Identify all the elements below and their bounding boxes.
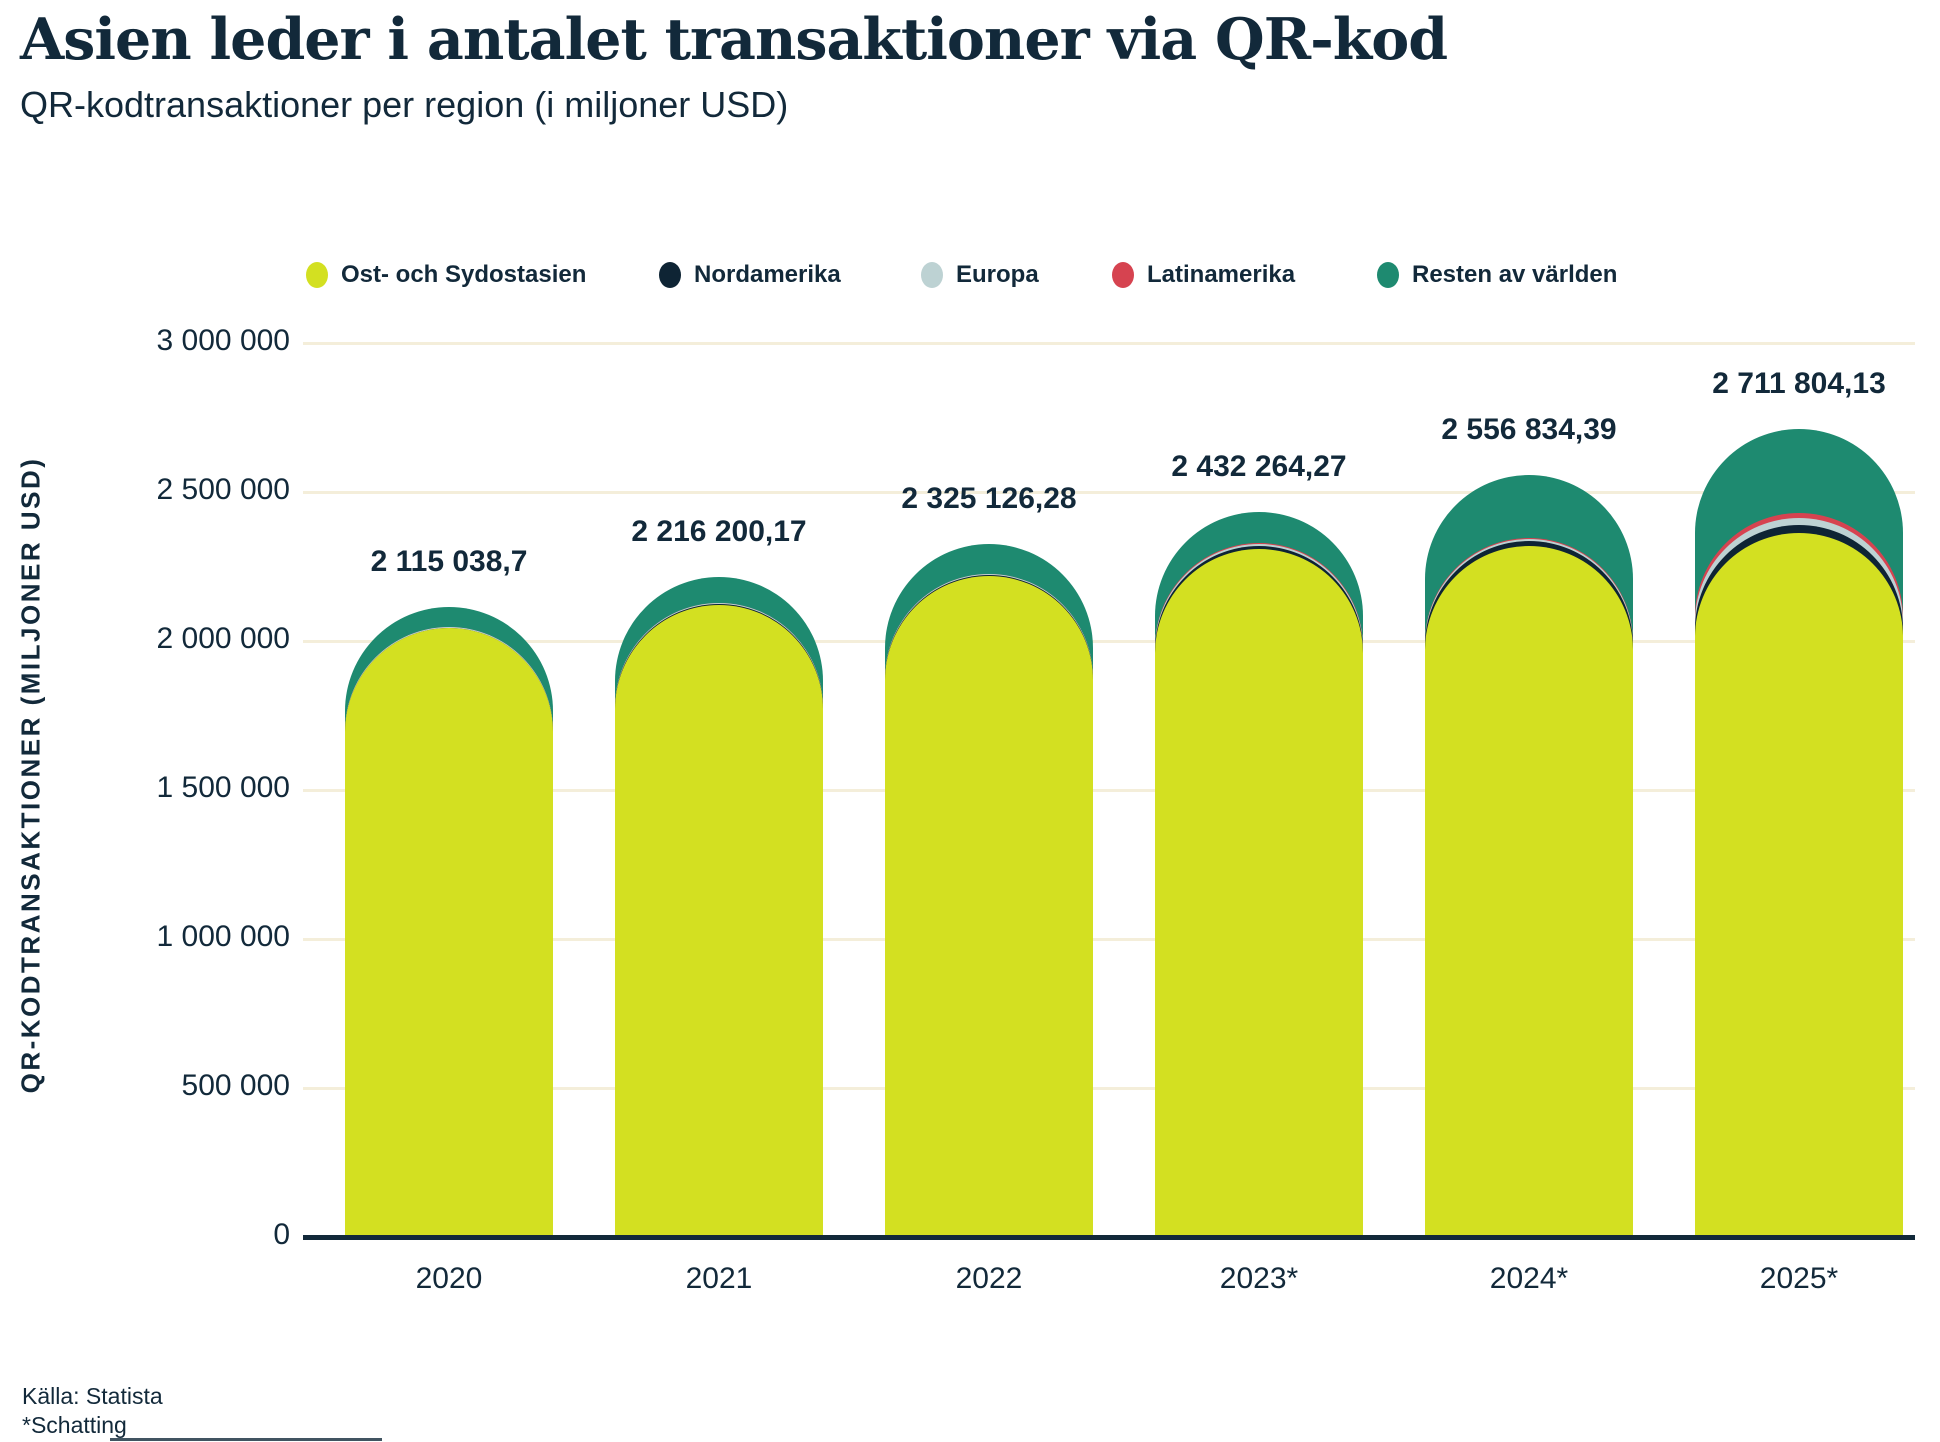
legend-label: Resten av världen: [1412, 261, 1618, 288]
bar-segment-1: [885, 576, 1093, 1237]
page-subtitle: QR-kodtransaktioner per region (i miljon…: [20, 84, 789, 125]
bar-total-label: 2 325 126,28: [901, 482, 1077, 516]
bar-segment-1: [615, 604, 823, 1237]
legend-swatch: [921, 262, 943, 288]
source-line: Källa: Statista: [22, 1383, 163, 1409]
x-axis-line: [303, 1235, 1915, 1240]
source-note: Källa: Statista *Schatting: [22, 1382, 163, 1440]
footnote-line: *Schatting: [22, 1412, 127, 1438]
bottom-crop-line: [110, 1438, 382, 1441]
gridline: [303, 341, 1915, 345]
bar-total-label: 2 556 834,39: [1441, 413, 1617, 447]
legend-item: Resten av världen: [1377, 260, 1617, 290]
x-tick-label: 2021: [685, 1262, 753, 1295]
y-tick-label: 0: [273, 1218, 290, 1251]
bar-total-label: 2 115 038,7: [370, 544, 528, 578]
bar-segment-1: [1425, 545, 1633, 1237]
legend-item: Nordamerika: [659, 260, 841, 290]
legend-item: Europa: [921, 260, 1039, 290]
x-tick-label: 2020: [415, 1262, 483, 1295]
bar-total-label: 2 432 264,27: [1171, 450, 1347, 484]
legend-swatch: [306, 262, 328, 288]
bar-total-label: 2 216 200,17: [631, 514, 807, 548]
legend-label: Europa: [956, 261, 1039, 288]
legend-swatch: [659, 262, 681, 288]
x-tick-label: 2024*: [1489, 1262, 1569, 1295]
legend-item: Latinamerika: [1112, 260, 1295, 290]
legend-swatch: [1377, 262, 1399, 288]
gridline: [303, 937, 1915, 941]
x-tick-label: 2025*: [1759, 1262, 1839, 1295]
page-title: Asien leder i antalet transaktioner via …: [20, 6, 1448, 73]
legend-label: Latinamerika: [1147, 261, 1296, 288]
x-tick-label: 2023*: [1219, 1262, 1299, 1295]
y-tick-label: 1 000 000: [156, 920, 290, 953]
bar-segment-1: [1155, 548, 1363, 1237]
y-axis-title: QR-KODTRANSAKTIONER (MILJONER USD): [15, 456, 46, 1094]
gridline: [303, 639, 1915, 643]
y-tick-label: 2 000 000: [156, 622, 290, 655]
y-tick-label: 1 500 000: [156, 771, 290, 804]
legend-label: Nordamerika: [694, 261, 841, 288]
bar-total-label: 2 711 804,13: [1712, 366, 1886, 400]
y-tick-label: 2 500 000: [156, 473, 290, 506]
gridline: [303, 490, 1915, 494]
legend-item: Ost- och Sydostasien: [306, 260, 586, 290]
y-tick-label: 500 000: [181, 1069, 290, 1102]
legend-swatch: [1112, 262, 1134, 288]
y-tick-label: 3 000 000: [156, 324, 290, 357]
gridline: [303, 1086, 1915, 1090]
gridline: [303, 788, 1915, 792]
bar-segment-1: [345, 628, 553, 1237]
bar-segment-1: [1695, 532, 1903, 1237]
x-tick-label: 2022: [955, 1262, 1023, 1295]
legend-label: Ost- och Sydostasien: [341, 261, 587, 288]
